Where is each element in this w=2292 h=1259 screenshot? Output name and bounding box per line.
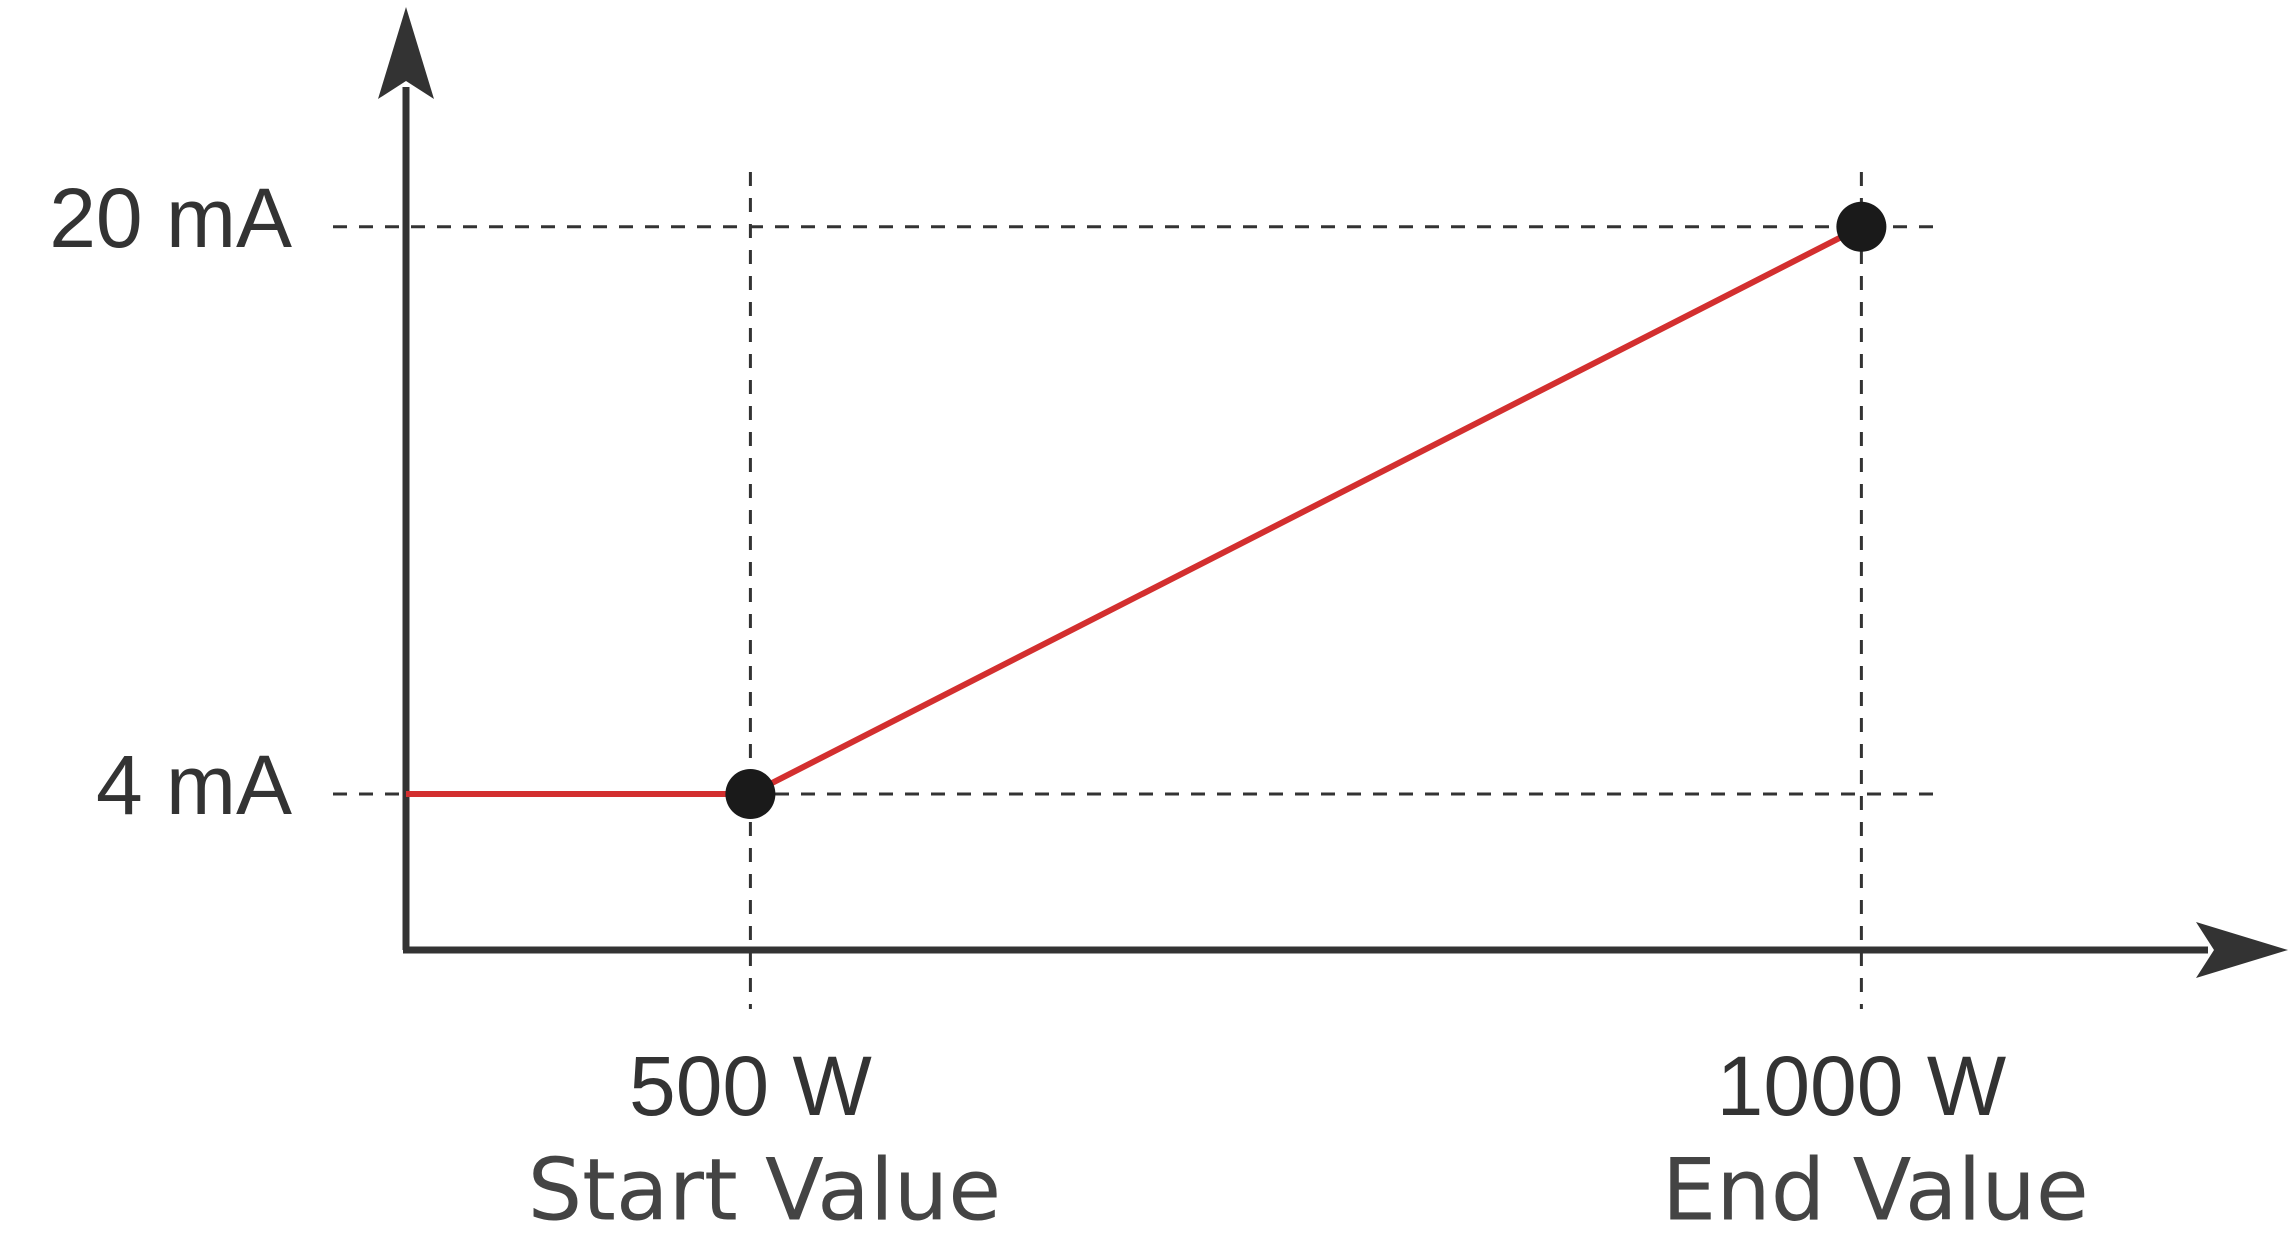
x-tick-label: 1000 W bbox=[1717, 1039, 2007, 1133]
data-point bbox=[725, 769, 776, 820]
data-point bbox=[1836, 201, 1887, 252]
x-axis-arrow bbox=[2196, 922, 2288, 978]
data-line bbox=[406, 224, 1863, 798]
x-tick-note: Start Value bbox=[528, 1140, 1002, 1240]
x-tick-label: 500 W bbox=[629, 1039, 872, 1133]
x-tick-note: End Value bbox=[1662, 1140, 2089, 1240]
y-tick-label: 20 mA bbox=[49, 171, 292, 265]
y-axis-arrow bbox=[378, 7, 434, 99]
y-tick-label: 4 mA bbox=[96, 738, 292, 832]
